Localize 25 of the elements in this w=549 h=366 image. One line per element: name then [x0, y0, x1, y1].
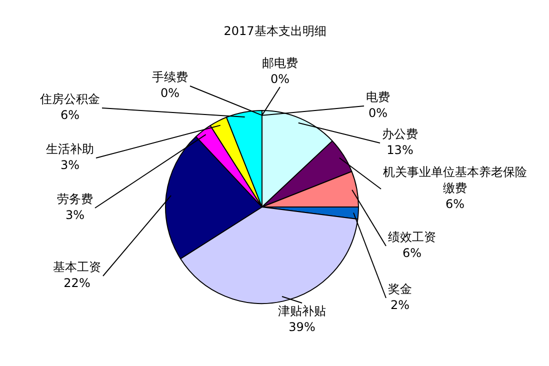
slice-label: 基本工资	[53, 260, 101, 274]
category-label: 手续费	[152, 70, 188, 84]
data-label: 2%	[390, 298, 410, 312]
slice-label: 住房公积金	[39, 92, 100, 106]
data-label: 6%	[402, 246, 422, 260]
data-label: 13%	[386, 143, 414, 158]
data-label: 22%	[64, 276, 90, 290]
data-label: 6%	[60, 108, 80, 122]
slice-label: 奖金	[388, 282, 412, 296]
category-label: 邮电费	[262, 56, 298, 70]
data-label: 3%	[60, 158, 80, 172]
data-label: 3%	[65, 208, 85, 222]
category-label: 电费	[366, 90, 390, 104]
text: 0%	[368, 106, 388, 120]
slice-label: 绩效工资	[388, 230, 436, 244]
data-label: 6%	[445, 197, 465, 212]
slice-label: 机关事业单位基本养老保险缴费	[383, 165, 527, 196]
slice-label: 办公费	[382, 127, 418, 142]
slice-label: 津贴补贴	[278, 304, 326, 318]
chart-title: 2017基本支出明细	[224, 24, 326, 38]
data-label: 39%	[288, 320, 316, 334]
text: 0%	[270, 72, 290, 86]
slice-label: 生活补助	[46, 142, 94, 156]
slice-label: 劳务费	[57, 192, 93, 206]
text: 0%	[160, 86, 180, 100]
